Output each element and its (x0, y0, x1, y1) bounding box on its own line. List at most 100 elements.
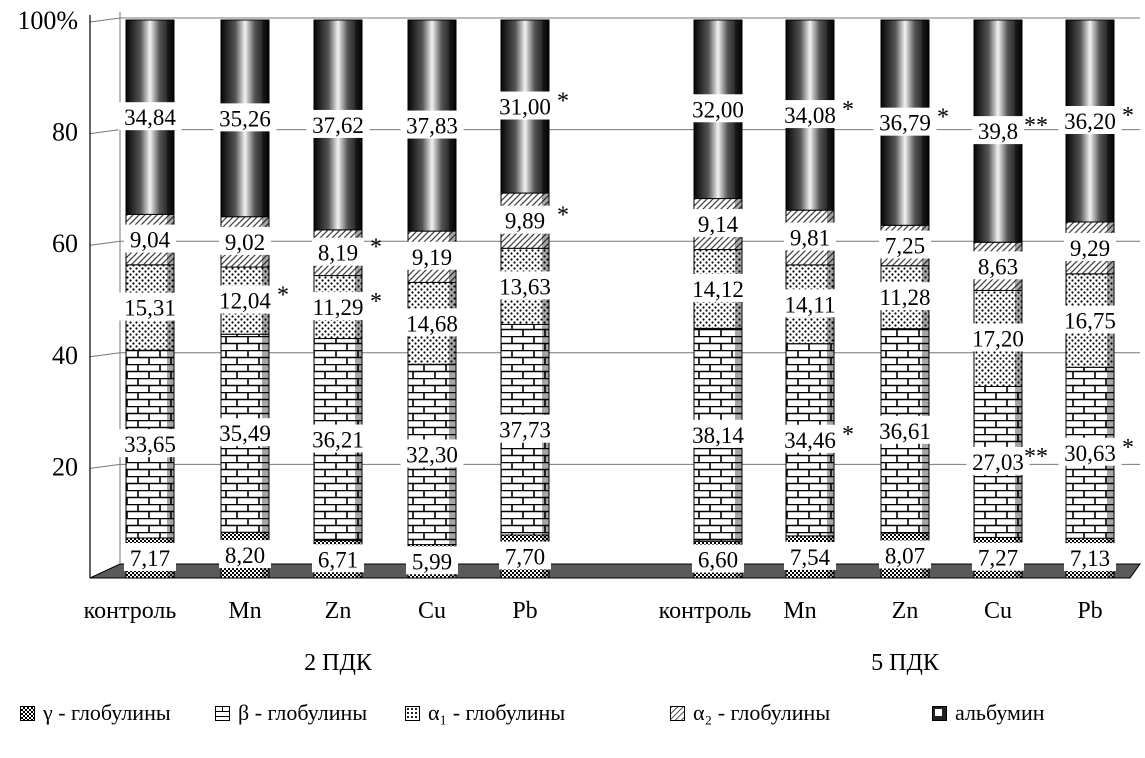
data-label-albumin: 31,00 (499, 95, 551, 120)
data-label-beta: 32,30 (406, 442, 458, 467)
hatch-swatch-icon (670, 705, 685, 721)
x-tick-label: Zn (892, 598, 919, 624)
legend-label: γ - глобулины (43, 700, 171, 725)
data-label-alpha2: 9,04 (130, 228, 171, 253)
data-label-gamma: 8,20 (225, 543, 265, 568)
data-label-bg (784, 222, 836, 251)
significance-mark: * (557, 203, 569, 229)
significance-mark: * (1122, 435, 1134, 461)
data-label-alpha1: 14,11 (785, 292, 836, 317)
data-label-bg (406, 241, 458, 270)
data-label-alpha2: 8,63 (978, 254, 1018, 279)
data-label-alpha2: 9,29 (1070, 236, 1110, 261)
data-label-bg (686, 94, 750, 123)
data-label-bg (493, 91, 557, 120)
data-label-alpha2: 9,19 (412, 245, 452, 270)
data-label-bg (778, 289, 842, 318)
legend-item-alpha1: α₁ - глобулины (405, 698, 565, 728)
legend-item-beta: β - глобулины (215, 698, 367, 728)
data-label-bg (213, 285, 277, 314)
y-tick-label: 60 (52, 229, 78, 258)
significance-mark: * (842, 422, 854, 448)
y-tick-label: 20 (52, 452, 78, 481)
data-label-alpha1: 12,04 (219, 289, 271, 314)
y-tick-label: 100% (17, 6, 78, 35)
data-label-alpha2: 9,14 (698, 212, 739, 237)
data-label-albumin: 32,00 (692, 97, 744, 122)
data-label-alpha1: 11,29 (313, 295, 364, 320)
data-label-albumin: 34,84 (124, 105, 176, 130)
x-tick-label: Cu (418, 598, 446, 624)
solid-swatch-icon (932, 705, 947, 721)
gridline-slant (89, 129, 121, 135)
brick-swatch-icon (215, 705, 230, 721)
data-label-alpha1: 14,12 (692, 277, 744, 302)
data-label-albumin: 37,83 (406, 114, 458, 139)
data-label-albumin: 39,8 (978, 119, 1018, 144)
data-label-bg (686, 419, 750, 448)
data-label-gamma: 8,07 (885, 543, 925, 568)
data-label-bg (778, 100, 842, 129)
data-label-bg (1058, 437, 1122, 466)
legend-item-gamma: γ - глобулины (20, 698, 171, 728)
data-label-bg (784, 541, 836, 570)
data-label-bg (499, 205, 551, 234)
x-tick-label: Mn (228, 598, 261, 624)
data-label-bg (778, 424, 842, 453)
data-label-bg (1058, 305, 1122, 334)
data-label-albumin: 37,62 (312, 113, 364, 138)
group-label: 2 ПДК (304, 650, 373, 676)
legend-label: α₁ - глобулины (428, 700, 566, 725)
data-label-bg (499, 541, 551, 570)
data-label-bg (124, 224, 176, 253)
significance-mark: * (370, 289, 382, 315)
data-label-alpha1: 15,31 (124, 296, 176, 321)
data-label-bg (972, 542, 1024, 571)
x-tick-label: контроль (659, 598, 752, 624)
data-label-bg (306, 424, 370, 453)
significance-mark: * (557, 89, 569, 115)
data-label-gamma: 7,54 (790, 545, 831, 570)
significance-mark: ** (1024, 113, 1048, 139)
legend-item-alpha2: α₂ - глобулины (670, 698, 830, 728)
y-tick-label: 40 (52, 341, 78, 370)
data-label-beta: 37,73 (499, 418, 551, 443)
x-tick-label: Cu (984, 598, 1012, 624)
data-label-bg (118, 102, 182, 131)
significance-mark: * (370, 235, 382, 261)
data-label-albumin: 36,20 (1064, 109, 1116, 134)
x-tick-label: контроль (84, 598, 177, 624)
data-label-alpha2: 9,02 (225, 230, 265, 255)
data-label-bg (879, 230, 931, 259)
data-label-gamma: 7,27 (978, 546, 1018, 571)
data-label-bg (493, 271, 557, 300)
data-label-bg (692, 544, 744, 573)
data-label-bg (873, 107, 937, 136)
data-label-bg (219, 540, 271, 569)
group-label: 5 ПДК (871, 650, 940, 676)
data-label-bg (118, 292, 182, 321)
data-label-albumin: 35,26 (219, 106, 271, 131)
data-label-bg (493, 414, 557, 443)
significance-mark: * (842, 97, 854, 123)
data-label-gamma: 7,70 (505, 545, 545, 570)
data-label-gamma: 7,13 (1070, 546, 1110, 571)
x-tick-label: Mn (783, 598, 816, 624)
legend-label: альбумин (955, 700, 1045, 725)
data-label-beta: 36,21 (312, 428, 364, 453)
y-tick-label: 80 (52, 118, 78, 147)
data-label-bg (1058, 105, 1122, 134)
legend-label: β - глобулины (238, 700, 368, 725)
data-label-bg (118, 429, 182, 458)
data-label-bg (972, 116, 1024, 145)
gridline-slant (89, 17, 121, 23)
legend-item-albumin: альбумин (932, 698, 1045, 728)
data-label-alpha2: 7,25 (885, 234, 925, 259)
data-label-alpha2: 9,89 (505, 209, 545, 234)
data-label-bg (686, 273, 750, 302)
legend-label: α₂ - глобулины (693, 700, 831, 725)
data-label-gamma: 6,71 (318, 547, 358, 572)
data-label-bg (312, 544, 364, 573)
